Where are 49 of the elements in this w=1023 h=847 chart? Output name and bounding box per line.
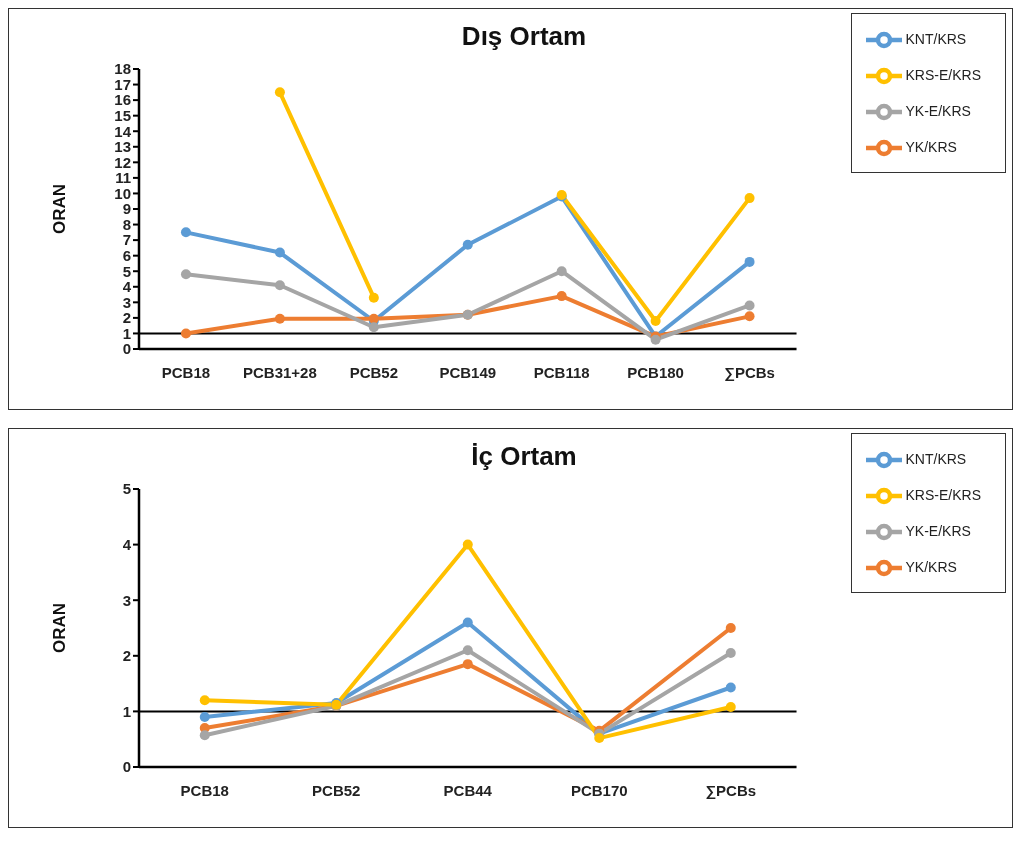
legend-label: KNT/KRS (905, 450, 967, 467)
x-tick-label: PCB118 (533, 363, 590, 381)
x-tick-label: PCB18 (161, 363, 211, 381)
y-tick-label: 1 (122, 324, 131, 342)
y-tick-label: 5 (122, 480, 131, 498)
y-tick-label: 1 (122, 702, 131, 720)
x-tick-label: PCB44 (443, 781, 493, 799)
legend-label: YK/KRS (905, 138, 957, 155)
y-tick-label: 10 (114, 184, 131, 202)
y-tick-label: 2 (122, 647, 131, 665)
legend-label: KNT/KRS (905, 30, 967, 47)
y-tick-label: 7 (122, 231, 131, 249)
x-tick-label: PCB18 (180, 781, 229, 799)
y-axis-title: ORAN (50, 183, 70, 235)
legend-label: YK-E/KRS (905, 522, 971, 539)
y-tick-label: 4 (122, 535, 132, 553)
y-tick-label: 15 (114, 106, 131, 124)
y-tick-label: 8 (122, 215, 131, 233)
legend-label: YK/KRS (905, 558, 957, 575)
chart-title: İç Ortam (471, 441, 577, 471)
y-tick-label: 18 (114, 60, 131, 78)
legend-label: KRS-E/KRS (905, 486, 981, 503)
x-tick-label: PCB149 (439, 363, 497, 381)
chart-title: Dış Ortam (461, 21, 587, 51)
y-tick-label: 3 (122, 293, 131, 311)
y-tick-label: 0 (122, 340, 131, 358)
y-tick-label: 14 (114, 122, 132, 140)
x-tick-label: PCB31+28 (242, 363, 317, 381)
y-tick-label: 17 (114, 75, 131, 93)
y-tick-label: 6 (122, 246, 131, 264)
legend-label: KRS-E/KRS (905, 66, 981, 83)
y-tick-label: 2 (122, 309, 131, 327)
x-tick-label: PCB52 (312, 781, 361, 799)
x-tick-label: PCB180 (627, 363, 684, 381)
y-axis-title: ORAN (50, 602, 70, 654)
y-tick-label: 13 (114, 138, 131, 156)
y-tick-label: 4 (122, 278, 132, 296)
legend-label: YK-E/KRS (905, 102, 971, 119)
y-tick-label: 0 (122, 758, 131, 776)
x-tick-label: ∑PCBs (705, 781, 757, 800)
x-tick-label: PCB170 (570, 781, 628, 799)
y-tick-label: 5 (122, 262, 131, 280)
y-tick-label: 3 (122, 591, 131, 609)
y-tick-label: 9 (122, 200, 131, 218)
y-tick-label: 16 (114, 91, 131, 109)
y-tick-label: 11 (115, 169, 131, 187)
x-tick-label: PCB52 (349, 363, 399, 381)
y-tick-label: 12 (114, 153, 131, 171)
x-tick-label: ∑PCBs (724, 363, 775, 382)
